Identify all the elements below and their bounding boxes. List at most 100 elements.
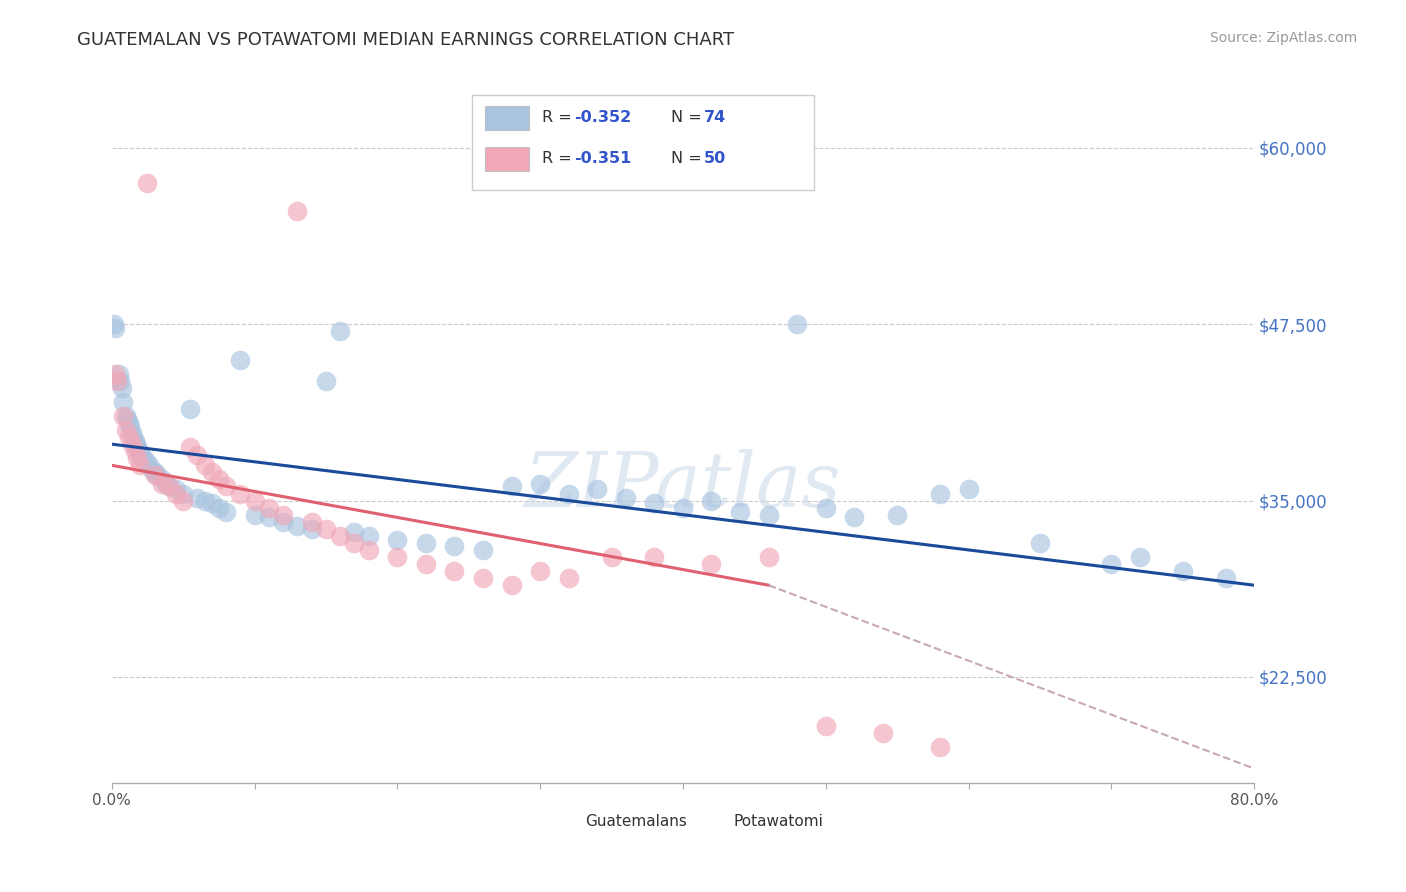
- Point: [208, 472, 231, 486]
- Point: [229, 486, 252, 500]
- Text: 50: 50: [703, 151, 725, 166]
- Point: [108, 367, 131, 381]
- Point: [157, 479, 180, 493]
- Point: [127, 440, 149, 454]
- Point: [643, 496, 665, 510]
- Point: [529, 476, 551, 491]
- Point: [1029, 536, 1052, 550]
- Point: [201, 466, 224, 480]
- Text: 74: 74: [703, 110, 725, 125]
- Point: [229, 352, 252, 367]
- FancyBboxPatch shape: [471, 95, 814, 190]
- Point: [120, 420, 142, 434]
- Point: [329, 529, 352, 543]
- Point: [150, 472, 173, 486]
- Point: [103, 318, 125, 332]
- Point: [179, 401, 201, 416]
- Point: [201, 496, 224, 510]
- Point: [132, 451, 155, 466]
- Point: [138, 458, 160, 473]
- Point: [501, 578, 523, 592]
- Point: [700, 557, 723, 571]
- Point: [172, 486, 194, 500]
- Point: [117, 411, 139, 425]
- Point: [122, 430, 145, 444]
- Point: [271, 508, 294, 522]
- Point: [208, 500, 231, 515]
- Text: Guatemalans: Guatemalans: [585, 814, 686, 829]
- Point: [243, 508, 266, 522]
- Point: [115, 409, 138, 423]
- Point: [929, 740, 952, 755]
- Point: [343, 524, 366, 539]
- Point: [135, 454, 157, 468]
- Point: [127, 451, 149, 466]
- Point: [121, 425, 143, 440]
- Point: [115, 423, 138, 437]
- FancyBboxPatch shape: [546, 812, 578, 833]
- Point: [165, 483, 187, 497]
- Point: [111, 381, 134, 395]
- Point: [129, 449, 152, 463]
- Point: [271, 515, 294, 529]
- Point: [557, 486, 579, 500]
- Point: [957, 483, 980, 497]
- Point: [529, 564, 551, 578]
- Point: [758, 549, 780, 564]
- Text: ZIPatlas: ZIPatlas: [524, 450, 841, 524]
- Point: [215, 479, 238, 493]
- Point: [257, 500, 280, 515]
- Point: [136, 176, 159, 190]
- Point: [1099, 557, 1122, 571]
- Point: [472, 543, 495, 558]
- Point: [786, 318, 808, 332]
- Point: [186, 491, 208, 505]
- Point: [929, 486, 952, 500]
- Point: [586, 483, 609, 497]
- Point: [157, 479, 180, 493]
- Point: [387, 533, 409, 547]
- Point: [179, 440, 201, 454]
- Point: [600, 549, 623, 564]
- Text: N =: N =: [672, 151, 707, 166]
- Point: [886, 508, 908, 522]
- Point: [387, 549, 409, 564]
- Point: [501, 479, 523, 493]
- Text: -0.351: -0.351: [575, 151, 631, 166]
- Point: [193, 458, 215, 473]
- Point: [1215, 571, 1237, 585]
- Text: Potawatomi: Potawatomi: [733, 814, 823, 829]
- Point: [193, 493, 215, 508]
- Point: [285, 519, 308, 533]
- FancyBboxPatch shape: [485, 147, 529, 171]
- Text: R =: R =: [543, 110, 578, 125]
- Point: [118, 416, 141, 430]
- Point: [103, 367, 125, 381]
- Point: [758, 508, 780, 522]
- Point: [443, 539, 465, 553]
- Point: [118, 430, 141, 444]
- Point: [814, 500, 837, 515]
- Point: [301, 522, 323, 536]
- Point: [814, 719, 837, 733]
- Point: [143, 466, 166, 480]
- Point: [128, 444, 150, 458]
- Point: [186, 449, 208, 463]
- Point: [155, 476, 177, 491]
- Point: [672, 500, 695, 515]
- Text: Source: ZipAtlas.com: Source: ZipAtlas.com: [1209, 31, 1357, 45]
- Point: [315, 374, 337, 388]
- Point: [243, 493, 266, 508]
- Point: [285, 204, 308, 219]
- Point: [112, 409, 135, 423]
- Point: [150, 476, 173, 491]
- Point: [343, 536, 366, 550]
- FancyBboxPatch shape: [485, 106, 529, 130]
- Point: [165, 486, 187, 500]
- Point: [1129, 549, 1152, 564]
- Point: [415, 536, 437, 550]
- Point: [728, 505, 751, 519]
- Point: [146, 468, 169, 483]
- Text: -0.352: -0.352: [575, 110, 631, 125]
- Point: [112, 394, 135, 409]
